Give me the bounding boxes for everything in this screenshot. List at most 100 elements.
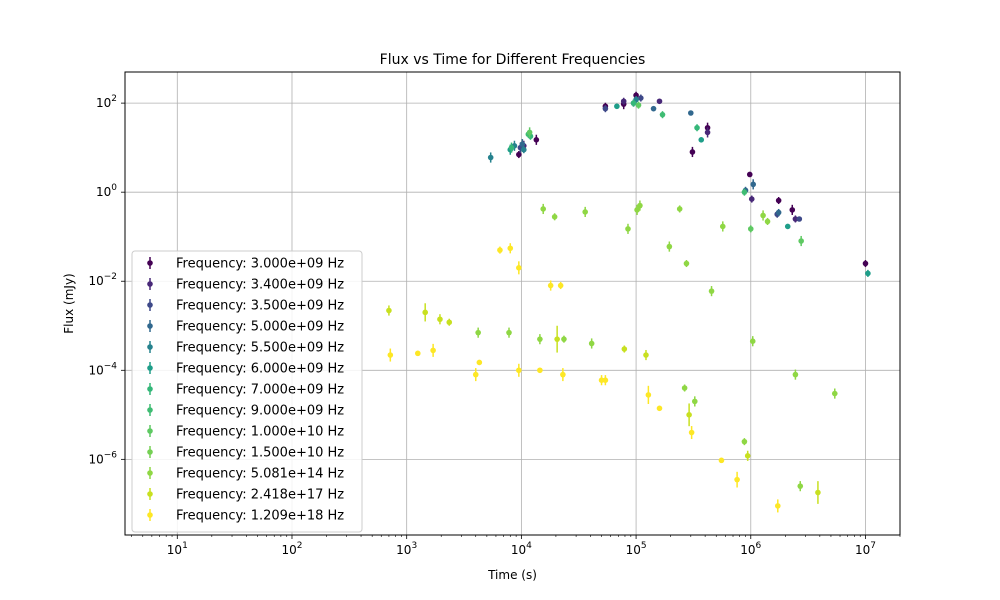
- x-tick-label: 103: [396, 541, 417, 557]
- data-point: [798, 238, 804, 244]
- legend-box: [131, 250, 363, 533]
- data-point: [487, 154, 494, 161]
- data-point: [734, 476, 740, 483]
- legend-marker: [147, 491, 153, 497]
- data-point: [560, 371, 566, 378]
- data-point: [635, 102, 642, 108]
- series-group: [526, 101, 804, 247]
- data-point: [526, 129, 533, 136]
- data-point: [519, 141, 526, 147]
- data-point: [602, 105, 609, 112]
- chart-title: Flux vs Time for Different Frequencies: [380, 52, 646, 68]
- data-point: [516, 151, 522, 158]
- data-point: [774, 503, 781, 509]
- data-point: [744, 453, 751, 459]
- data-point: [620, 98, 627, 105]
- legend-label: Frequency: 5.500e+09 Hz: [176, 341, 344, 356]
- data-point: [689, 149, 696, 155]
- data-point: [537, 336, 543, 342]
- legend-label: Frequency: 9.000e+09 Hz: [176, 404, 344, 419]
- data-point: [650, 105, 657, 112]
- data-point: [748, 196, 755, 202]
- data-point: [614, 103, 620, 110]
- x-tick-label: 104: [511, 541, 532, 557]
- data-point: [422, 309, 428, 316]
- legend-label: Frequency: 3.000e+09 Hz: [176, 257, 344, 272]
- x-axis-title: Time (s): [487, 568, 537, 582]
- data-point: [547, 282, 554, 289]
- series-group: [386, 303, 821, 504]
- x-tick-label: 105: [626, 541, 647, 557]
- series-group: [487, 96, 639, 163]
- data-point: [557, 282, 564, 289]
- legend-label: Frequency: 7.000e+09 Hz: [176, 383, 344, 398]
- legend-label: Frequency: 1.500e+10 Hz: [176, 446, 344, 461]
- legend-marker: [147, 428, 153, 434]
- data-point: [582, 209, 588, 215]
- legend-marker: [147, 470, 153, 476]
- x-tick-label: 106: [740, 541, 761, 557]
- data-point: [437, 316, 443, 323]
- data-point: [472, 371, 479, 378]
- legend-label: Frequency: 1.209e+18 Hz: [176, 509, 344, 524]
- data-point: [775, 209, 782, 216]
- data-point: [506, 329, 512, 336]
- data-point: [749, 338, 756, 345]
- data-point: [784, 223, 791, 230]
- data-point: [789, 207, 796, 213]
- data-point: [865, 270, 871, 277]
- legend-marker: [147, 386, 153, 392]
- data-point: [750, 181, 757, 188]
- legend-label: Frequency: 5.081e+14 Hz: [176, 467, 344, 482]
- data-point: [686, 412, 692, 418]
- data-point: [656, 405, 663, 412]
- data-point: [537, 367, 543, 374]
- legend-marker: [147, 365, 153, 371]
- data-point: [747, 226, 754, 232]
- legend-label: Frequency: 6.000e+09 Hz: [176, 362, 344, 377]
- data-point: [815, 489, 821, 496]
- data-point: [694, 124, 700, 131]
- data-point: [704, 129, 711, 136]
- data-point: [643, 352, 649, 358]
- legend-label: Frequency: 3.500e+09 Hz: [176, 299, 344, 314]
- data-point: [508, 144, 515, 151]
- data-point: [719, 223, 726, 230]
- data-point: [708, 288, 715, 294]
- data-point: [792, 371, 799, 378]
- data-point: [516, 265, 522, 271]
- data-point: [588, 340, 595, 347]
- data-point: [688, 429, 695, 436]
- data-point: [676, 206, 683, 212]
- data-point: [718, 457, 725, 464]
- legend-marker: [147, 344, 153, 350]
- data-point: [602, 377, 609, 383]
- data-point: [386, 307, 392, 314]
- legend-label: Frequency: 1.000e+10 Hz: [176, 425, 344, 440]
- data-point: [698, 137, 705, 143]
- legend-marker: [147, 323, 153, 329]
- data-point: [415, 350, 421, 357]
- series-group: [475, 200, 838, 492]
- legend-label: Frequency: 3.400e+09 Hz: [176, 278, 344, 293]
- data-point: [760, 212, 766, 219]
- data-point: [764, 218, 771, 225]
- data-point: [775, 197, 782, 204]
- x-tick-label: 102: [281, 541, 302, 557]
- data-point: [831, 390, 838, 397]
- legend: Frequency: 3.000e+09 Hz Frequency: 3.400e…: [131, 250, 363, 533]
- data-point: [551, 213, 558, 220]
- data-point: [533, 137, 540, 143]
- data-point: [746, 171, 753, 178]
- data-point: [387, 352, 394, 358]
- y-tick-label: 100: [96, 183, 117, 199]
- data-point: [507, 245, 514, 252]
- data-point: [621, 346, 628, 352]
- data-point: [645, 392, 652, 398]
- data-point: [741, 189, 748, 195]
- y-tick-label: 10−2: [88, 272, 117, 288]
- data-point: [796, 216, 803, 222]
- legend-marker: [147, 260, 153, 266]
- data-point: [659, 111, 666, 118]
